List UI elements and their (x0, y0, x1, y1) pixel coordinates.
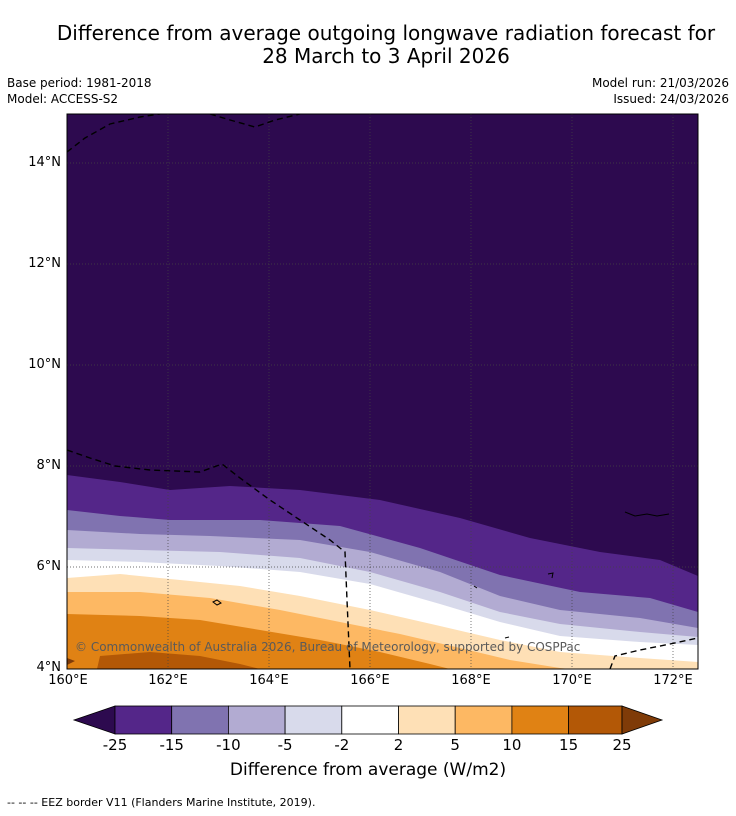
colorbar-segment (454, 705, 513, 735)
lon-label: 170°E (552, 673, 592, 688)
graticule (67, 114, 698, 669)
anomaly-band-dark-orange (97, 652, 260, 669)
lon-label: 164°E (249, 673, 289, 688)
colorbar-tick-label: -10 (216, 736, 241, 754)
lon-label: 172°E (653, 673, 693, 688)
colorbar-segment (511, 705, 569, 735)
copyright-notice: © Commonwealth of Australia 2026, Bureau… (75, 640, 581, 654)
anomaly-band-brown (67, 658, 75, 665)
colorbar-extend-high (621, 705, 664, 735)
colorbar-segment (341, 705, 399, 735)
colorbar-segment (284, 705, 343, 735)
lat-label: 10°N (28, 357, 61, 372)
lat-label: 6°N (36, 559, 62, 574)
map-area (67, 114, 698, 669)
map-title: Difference from average outgoing longwav… (0, 22, 736, 68)
lon-label: 166°E (350, 673, 390, 688)
colorbar-tick-label: 25 (612, 736, 632, 754)
model-run-text: Model run: 21/03/2026 (591, 76, 729, 90)
colorbar-tick-label: 5 (450, 736, 460, 754)
colorbar-tick-label: -2 (334, 736, 350, 754)
colorbar-segment (114, 705, 173, 735)
lon-label: 162°E (148, 673, 188, 688)
lon-label: 168°E (451, 673, 491, 688)
colorbar-tick-label: 2 (393, 736, 404, 754)
colorbar-tick-label: 10 (502, 736, 522, 754)
islands (212, 511, 670, 639)
colorbar-segment (171, 705, 229, 735)
colorbar-segment (227, 705, 286, 735)
meta-right: Model run: 21/03/2026 Issued: 24/03/2026 (592, 75, 729, 107)
meta-left: Base period: 1981-2018 Model: ACCESS-S2 (7, 75, 152, 107)
base-period-text: Base period: 1981-2018 (7, 76, 152, 90)
title-line-1: Difference from average outgoing longwav… (56, 21, 716, 45)
colorbar-tick-label: -5 (277, 736, 293, 754)
title-line-2: 28 March to 3 April 2026 (262, 44, 510, 68)
colorbar-segment (568, 705, 623, 735)
eez-border (67, 114, 698, 669)
lat-label: 12°N (28, 256, 61, 271)
colorbar-tick-label: 15 (559, 736, 579, 754)
colorbar-title: Difference from average (W/m2) (229, 760, 507, 780)
model-text: Model: ACCESS-S2 (7, 92, 119, 106)
eez-footnote: -- -- -- EEZ border V11 (Flanders Marine… (7, 796, 316, 809)
lat-label: 14°N (28, 155, 61, 170)
colorbar-segment (398, 705, 456, 735)
colorbar (72, 705, 664, 735)
colorbar-extend-low (72, 705, 116, 735)
lat-label: 4°N (36, 660, 62, 675)
colorbar-tick-label: -25 (102, 736, 128, 754)
issued-text: Issued: 24/03/2026 (613, 92, 729, 106)
map-frame (66, 113, 699, 670)
lon-label: 160°E (48, 673, 88, 688)
lat-label: 8°N (36, 458, 62, 473)
colorbar-tick-label: -15 (159, 736, 184, 754)
